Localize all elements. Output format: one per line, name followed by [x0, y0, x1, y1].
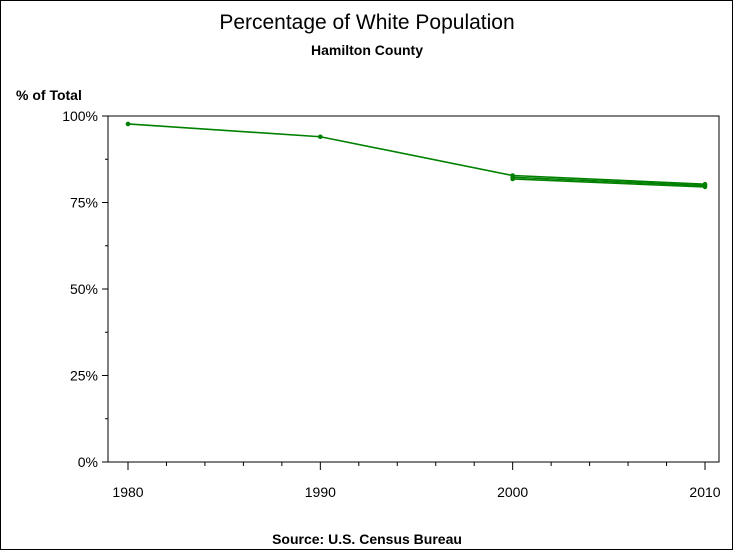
series-layer — [125, 121, 708, 190]
data-point — [510, 174, 515, 180]
series-line — [127, 123, 706, 185]
x-tick-label: 1990 — [305, 484, 336, 500]
plot-area — [107, 115, 720, 463]
data-point — [318, 134, 323, 140]
series-line — [512, 176, 706, 187]
series-line — [512, 178, 706, 188]
chart-subtitle: Hamilton County — [311, 42, 423, 58]
y-tick-label: 75% — [70, 195, 98, 211]
data-point — [125, 121, 131, 127]
y-tick-label: 25% — [70, 368, 98, 384]
x-tick-label: 1980 — [112, 484, 143, 500]
y-tick-label: 0% — [78, 454, 98, 470]
chart-title: Percentage of White Population — [219, 11, 514, 34]
x-axis: 1980 1990 2000 2010 — [112, 462, 721, 500]
y-tick-label: 100% — [62, 108, 98, 124]
y-axis: 0% 25% 50% 75% 100% — [62, 108, 108, 470]
source-note: Source: U.S. Census Bureau — [272, 531, 462, 547]
x-tick-label: 2010 — [689, 484, 720, 500]
y-tick-label: 50% — [70, 281, 98, 297]
y-axis-label: % of Total — [16, 87, 82, 103]
x-tick-label: 2000 — [497, 484, 528, 500]
data-point — [702, 183, 708, 188]
